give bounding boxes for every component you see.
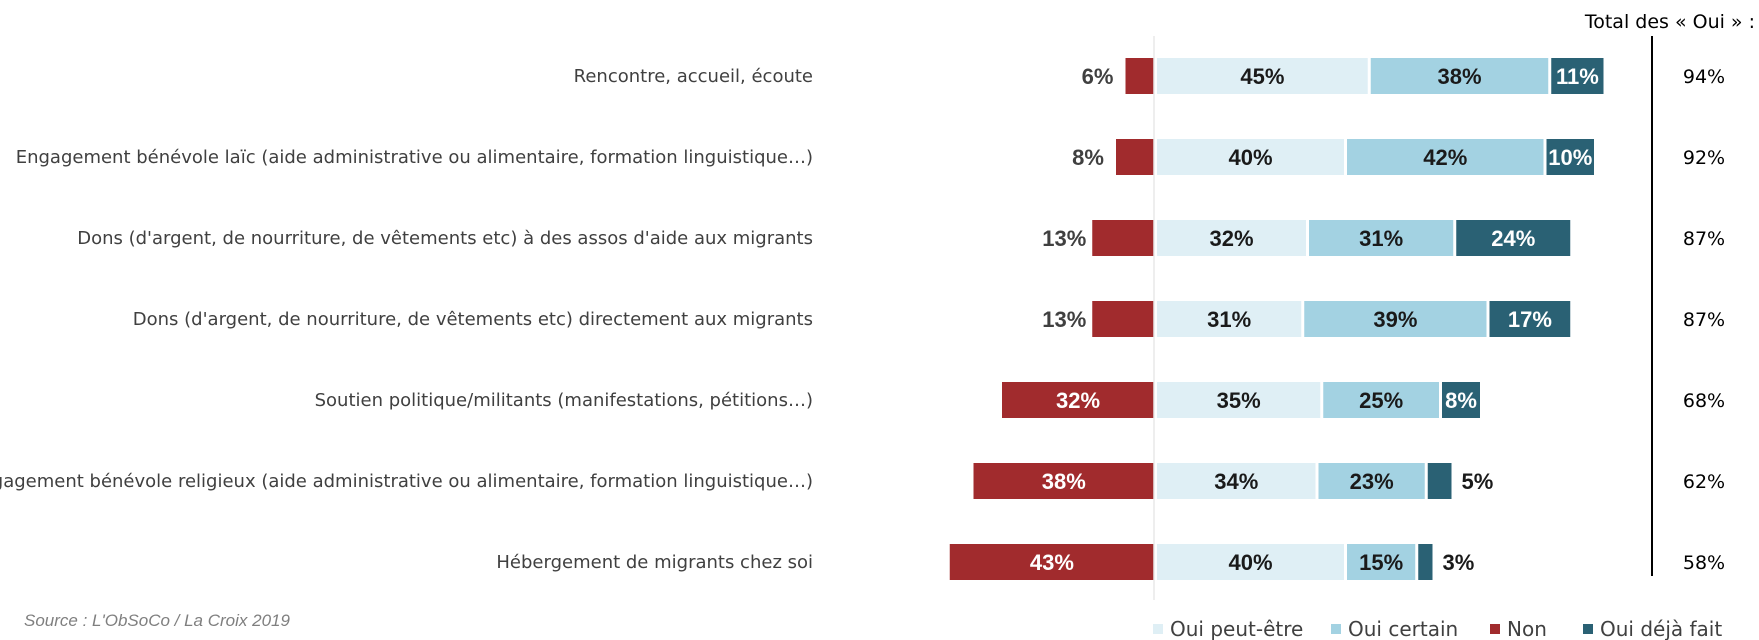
- bars-layer: [949, 58, 1604, 580]
- value-label-non: 38%: [1042, 469, 1086, 494]
- bar-oui-deja-fait: [1489, 301, 1571, 337]
- value-label-oui-peut-etre: 45%: [1240, 64, 1284, 89]
- value-label-oui-peut-etre: 34%: [1214, 469, 1258, 494]
- bar-oui-certain: [1318, 463, 1425, 499]
- legend-swatch-non: [1490, 624, 1500, 634]
- legend-label-oui-peut-etre: Oui peut-être: [1170, 617, 1303, 640]
- value-label-oui-certain: 15%: [1359, 550, 1403, 575]
- value-label-oui-certain: 42%: [1423, 145, 1467, 170]
- bar-oui-certain: [1347, 139, 1544, 175]
- bar-non: [1125, 58, 1154, 94]
- value-label-non: 43%: [1030, 550, 1074, 575]
- bar-oui-peut-etre: [1157, 463, 1316, 499]
- legend: Oui peut-être Oui certain Non Oui déjà fait: [1153, 617, 1722, 640]
- value-label-non: 13%: [1042, 226, 1086, 251]
- bar-oui-peut-etre: [1157, 544, 1344, 580]
- bar-oui-certain: [1304, 301, 1487, 337]
- totals-column: 94% 92% 87% 87% 68% 62% 58%: [1683, 66, 1725, 574]
- total-value: 87%: [1683, 228, 1725, 250]
- value-label-non: 6%: [1082, 64, 1114, 89]
- bar-oui-certain: [1370, 58, 1549, 94]
- legend-swatch-oui-peut-etre: [1153, 624, 1163, 634]
- source-note: Source : L'ObSoCo / La Croix 2019: [24, 611, 290, 630]
- bar-non: [949, 544, 1154, 580]
- bar-oui-certain: [1309, 220, 1454, 256]
- value-label-oui-peut-etre: 31%: [1207, 307, 1251, 332]
- legend-swatch-oui-certain: [1331, 624, 1341, 634]
- bar-oui-certain: [1323, 382, 1439, 418]
- category-label: Soutien politique/militants (manifestati…: [315, 390, 813, 411]
- category-label: Dons (d'argent, de nourriture, de vêteme…: [133, 309, 813, 330]
- value-label-oui-peut-etre: 35%: [1217, 388, 1261, 413]
- value-label-oui-deja-fait: 24%: [1491, 226, 1535, 251]
- value-label-oui-deja-fait: 17%: [1508, 307, 1552, 332]
- value-label-oui-peut-etre: 40%: [1228, 145, 1272, 170]
- value-label-non: 8%: [1072, 145, 1104, 170]
- value-labels: 6% 45% 38% 11% 8% 40% 42% 10% 13% 32% 31% 24% 13% 31%…: [1030, 64, 1599, 575]
- category-label: Engagement bénévole laïc (aide administr…: [16, 147, 813, 168]
- bar-oui-deja-fait: [1551, 58, 1604, 94]
- value-label-oui-certain: 23%: [1350, 469, 1394, 494]
- bar-oui-peut-etre: [1157, 382, 1321, 418]
- total-value: 62%: [1683, 471, 1725, 493]
- bar-oui-deja-fait: [1418, 544, 1433, 580]
- bar-oui-peut-etre: [1157, 58, 1368, 94]
- bar-oui-peut-etre: [1157, 139, 1344, 175]
- value-label-oui-deja-fait: 11%: [1556, 64, 1599, 89]
- bar-non: [1002, 382, 1154, 418]
- category-label: Rencontre, accueil, écoute: [574, 66, 813, 87]
- bar-oui-deja-fait: [1427, 463, 1452, 499]
- total-value: 87%: [1683, 309, 1725, 331]
- legend-label-non: Non: [1507, 617, 1547, 640]
- bar-oui-peut-etre: [1157, 220, 1306, 256]
- value-label-oui-certain: 39%: [1373, 307, 1417, 332]
- value-label-oui-certain: 38%: [1437, 64, 1481, 89]
- bar-non: [1116, 139, 1154, 175]
- totals-header: Total des « Oui » :: [1584, 11, 1755, 33]
- value-label-oui-deja-fait: 10%: [1548, 145, 1592, 170]
- total-value: 94%: [1683, 66, 1725, 88]
- category-label: Hébergement de migrants chez soi: [496, 552, 813, 573]
- bar-oui-deja-fait: [1442, 382, 1480, 418]
- total-value: 92%: [1683, 147, 1725, 169]
- category-label: Engagement bénévole religieux (aide admi…: [0, 471, 813, 492]
- value-label-oui-certain: 25%: [1359, 388, 1403, 413]
- total-value: 68%: [1683, 390, 1725, 412]
- bar-oui-deja-fait: [1456, 220, 1571, 256]
- category-labels: Rencontre, accueil, écoute Engagement bén…: [0, 66, 813, 573]
- value-label-oui-deja-fait: 8%: [1445, 388, 1477, 413]
- bar-non: [973, 463, 1154, 499]
- bar-non: [1092, 220, 1154, 256]
- legend-label-oui-certain: Oui certain: [1348, 617, 1458, 640]
- value-label-oui-deja-fait: 3%: [1443, 550, 1475, 575]
- bar-non: [1092, 301, 1154, 337]
- value-label-non: 32%: [1056, 388, 1100, 413]
- value-label-oui-peut-etre: 32%: [1209, 226, 1253, 251]
- value-label-non: 13%: [1042, 307, 1086, 332]
- total-value: 58%: [1683, 552, 1725, 574]
- bar-oui-deja-fait: [1546, 139, 1594, 175]
- value-label-oui-peut-etre: 40%: [1228, 550, 1272, 575]
- value-label-oui-deja-fait: 5%: [1462, 469, 1494, 494]
- bar-oui-peut-etre: [1157, 301, 1302, 337]
- value-label-oui-certain: 31%: [1359, 226, 1403, 251]
- legend-swatch-oui-deja-fait: [1583, 624, 1593, 634]
- bar-oui-certain: [1347, 544, 1416, 580]
- legend-label-oui-deja-fait: Oui déjà fait: [1600, 617, 1722, 640]
- category-label: Dons (d'argent, de nourriture, de vêteme…: [77, 228, 813, 249]
